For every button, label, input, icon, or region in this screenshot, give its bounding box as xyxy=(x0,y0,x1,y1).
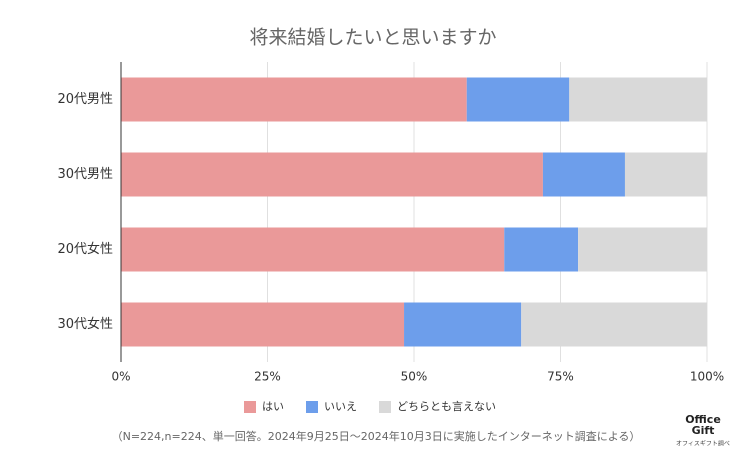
bar-segment xyxy=(624,152,707,197)
bar-segment xyxy=(121,152,543,197)
x-tick-label: 50% xyxy=(401,370,428,384)
y-tick-label: 30代女性 xyxy=(57,316,113,332)
bar-segment xyxy=(121,227,505,272)
legend-label: はい xyxy=(262,400,284,413)
logo-line: Office xyxy=(685,413,721,426)
logo-line: Gift xyxy=(692,424,715,437)
legend-label: どちらとも言えない xyxy=(397,400,496,413)
bar-segment xyxy=(542,152,625,197)
legend-swatch xyxy=(379,401,391,413)
legend-swatch xyxy=(306,401,318,413)
x-tick-label: 75% xyxy=(547,370,574,384)
chart-title: 将来結婚したいと思いますか xyxy=(249,27,496,49)
x-tick-label: 0% xyxy=(111,370,130,384)
bar-segment xyxy=(521,302,707,347)
x-tick-label: 25% xyxy=(254,370,281,384)
bar-segment xyxy=(569,77,707,122)
bar-segment xyxy=(466,77,570,122)
bar-segment xyxy=(121,302,405,347)
y-tick-label: 20代男性 xyxy=(57,92,113,107)
y-tick-label: 20代女性 xyxy=(57,241,113,257)
note: （N=224,n=224、単一回答。2024年9月25日～2024年10月3日に… xyxy=(112,429,641,443)
bar-segment xyxy=(121,77,467,122)
legend-label: いいえ xyxy=(324,400,357,413)
legend-swatch xyxy=(244,401,256,413)
bar-segment xyxy=(404,302,522,347)
x-tick-label: 100% xyxy=(690,370,724,384)
bar-segment xyxy=(578,227,707,272)
bar-segment xyxy=(504,227,579,272)
logo-caption: オフィスギフト調べ xyxy=(676,440,730,448)
y-tick-label: 30代男性 xyxy=(57,167,113,182)
